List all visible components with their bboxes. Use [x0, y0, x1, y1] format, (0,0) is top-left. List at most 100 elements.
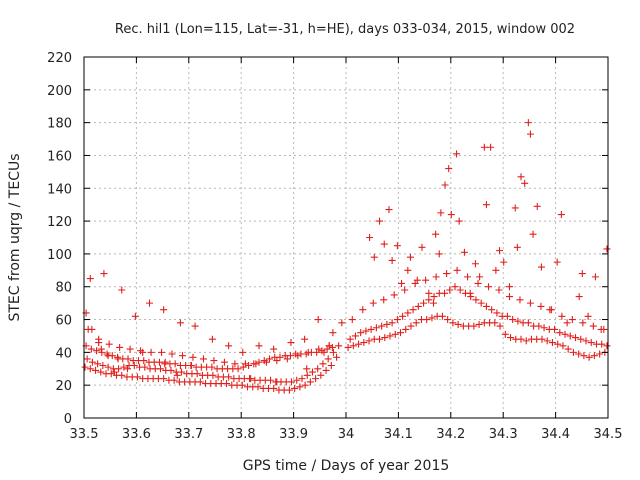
x-tick-label: 34.3 [489, 427, 518, 442]
data-point [412, 319, 420, 327]
data-point [270, 384, 278, 392]
data-point [120, 363, 128, 371]
data-point [118, 286, 126, 294]
data-point [209, 371, 217, 379]
data-point [404, 309, 412, 317]
data-point [418, 243, 426, 251]
data-point [524, 319, 532, 327]
data-point [451, 283, 459, 291]
data-point [223, 380, 231, 388]
data-point [522, 337, 530, 345]
data-point [238, 381, 246, 389]
data-point [294, 352, 302, 360]
data-point [303, 365, 311, 373]
data-point [396, 329, 404, 337]
data-point [402, 325, 410, 333]
data-point [107, 370, 115, 378]
data-point [283, 355, 291, 363]
data-point [578, 270, 586, 278]
data-point [582, 337, 590, 345]
data-point [381, 334, 389, 342]
data-point [551, 325, 559, 333]
data-point [596, 350, 604, 358]
axis-ticks [83, 56, 609, 419]
data-point [133, 373, 141, 381]
data-point [444, 316, 452, 324]
data-point [420, 299, 428, 307]
data-point [430, 293, 438, 301]
data-point [193, 370, 201, 378]
data-point [569, 348, 577, 356]
data-point [308, 368, 316, 376]
data-point [454, 320, 462, 328]
data-point [537, 302, 545, 310]
data-point [540, 324, 548, 332]
data-point [404, 266, 412, 274]
data-point [477, 299, 485, 307]
data-point [575, 350, 583, 358]
data-point [438, 312, 446, 320]
data-point [199, 355, 207, 363]
data-point [464, 273, 472, 281]
data-point [509, 316, 517, 324]
data-point [329, 348, 337, 356]
x-tick-label: 33.7 [174, 427, 203, 442]
data-point [234, 365, 242, 373]
data-point [267, 376, 275, 384]
data-point [413, 276, 421, 284]
data-point [449, 319, 457, 327]
data-point [589, 322, 597, 330]
data-point [493, 309, 501, 317]
data-point [97, 368, 105, 376]
data-point [304, 348, 312, 356]
data-point [476, 273, 484, 281]
data-point [348, 316, 356, 324]
data-point [393, 242, 401, 250]
data-point [385, 206, 393, 214]
data-point [372, 324, 380, 332]
data-point [556, 329, 564, 337]
y-tick-label: 60 [55, 314, 72, 329]
data-point [514, 317, 522, 325]
data-point [314, 316, 322, 324]
data-point [288, 378, 296, 386]
y-tick-label: 140 [47, 182, 72, 197]
data-point [492, 266, 500, 274]
data-point [591, 273, 599, 281]
data-point [324, 355, 332, 363]
data-point [241, 360, 249, 368]
data-point [252, 360, 260, 368]
data-point [563, 319, 571, 327]
data-point [603, 245, 611, 253]
data-point [537, 263, 545, 271]
data-point [245, 361, 253, 369]
data-point [446, 286, 454, 294]
data-point [187, 361, 195, 369]
data-point [325, 342, 333, 350]
data-point [511, 204, 519, 212]
data-point [538, 335, 546, 343]
data-point [561, 330, 569, 338]
data-point [327, 361, 335, 369]
data-point [482, 302, 490, 310]
data-point [399, 312, 407, 320]
data-point [349, 342, 357, 350]
data-point [495, 286, 503, 294]
data-point [301, 381, 309, 389]
data-point [273, 357, 281, 365]
data-point [99, 361, 107, 369]
x-axis-label: GPS time / Days of year 2015 [243, 458, 450, 474]
data-point [93, 347, 101, 355]
data-point [584, 312, 592, 320]
data-point [118, 371, 126, 379]
data-point [167, 366, 175, 374]
data-point [116, 343, 124, 351]
data-point [423, 316, 431, 324]
data-point [147, 348, 155, 356]
data-point [210, 357, 218, 365]
data-point [322, 366, 330, 374]
data-point [432, 273, 440, 281]
data-point [496, 322, 504, 330]
data-point [455, 217, 463, 225]
